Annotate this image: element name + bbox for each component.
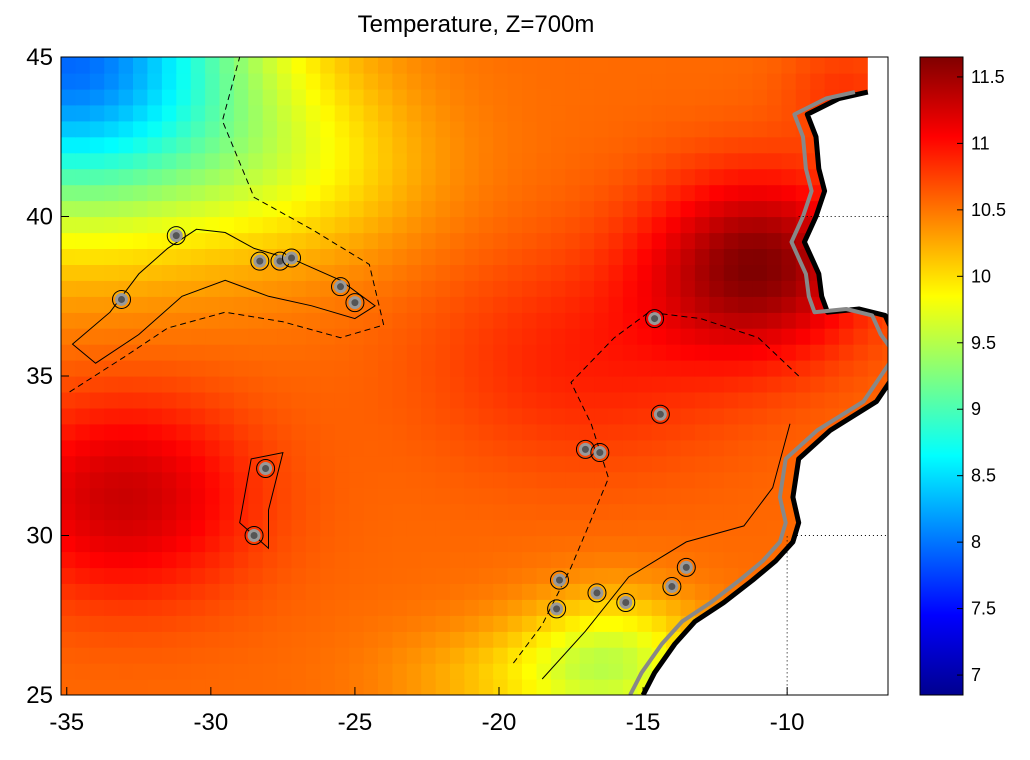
- colorbar-ticks: 7 7.5 8 8.5 9 9.5 10 10.5 11 11.5: [957, 67, 1006, 685]
- island-contour: [250, 251, 270, 271]
- island-contour: [331, 277, 351, 297]
- island-contour: [587, 583, 607, 603]
- island: [550, 602, 564, 616]
- y-tick-label: 25: [26, 682, 53, 709]
- island-contour: [676, 557, 696, 577]
- island: [348, 296, 362, 310]
- x-tick-label: -30: [193, 709, 228, 736]
- island-contour: [616, 592, 636, 612]
- y-tick-label: 35: [26, 363, 53, 390]
- colorbar-tick-label: 11.5: [971, 67, 1005, 87]
- x-tick-label: -10: [770, 709, 805, 736]
- colorbar-tick-label: 8: [971, 532, 981, 552]
- y-tick-label: 45: [26, 44, 53, 71]
- shelf-contour: [628, 90, 888, 695]
- plot-area: [61, 57, 888, 695]
- colorbar-tick-label: 10.5: [971, 200, 1006, 220]
- y-axis: 25 30 35 40 45: [26, 44, 69, 709]
- contour-line: [71, 228, 376, 364]
- contour-line: [239, 451, 284, 550]
- island: [285, 251, 299, 265]
- island: [619, 595, 633, 609]
- island: [648, 312, 662, 326]
- bathymetry-contours: [69, 57, 800, 680]
- island: [679, 560, 693, 574]
- y-tick-label: 30: [26, 523, 53, 550]
- contour-line: [541, 423, 791, 680]
- island: [553, 573, 567, 587]
- island: [653, 407, 667, 421]
- islands: [112, 226, 696, 619]
- island-contour: [650, 404, 670, 424]
- island-contour: [112, 289, 132, 309]
- x-tick-label: -25: [338, 709, 373, 736]
- x-axis: -35 -30 -25 -20 -15 -10: [49, 687, 804, 736]
- colorbar-tick-label: 9: [971, 399, 981, 419]
- island-contour: [590, 443, 610, 463]
- colorbar-tick-label: 7: [971, 665, 981, 685]
- colorbar-tick-label: 7.5: [971, 599, 996, 619]
- x-tick-label: -35: [49, 709, 84, 736]
- colorbar: 7 7.5 8 8.5 9 9.5 10 10.5 11 11.5: [919, 56, 1006, 696]
- coastline: [640, 89, 888, 695]
- island: [593, 446, 607, 460]
- island-contour: [345, 293, 365, 313]
- land-mask: [628, 57, 888, 695]
- colorbar-tick-label: 8.5: [971, 466, 996, 486]
- island-contour: [282, 248, 302, 268]
- island: [665, 580, 679, 594]
- island-contour: [547, 599, 567, 619]
- contour-line: [513, 311, 800, 664]
- island: [334, 280, 348, 294]
- x-tick-label: -15: [626, 709, 661, 736]
- island-contour: [166, 226, 186, 246]
- island-contour: [256, 459, 276, 479]
- island: [578, 442, 592, 456]
- colorbar-tick-label: 11: [971, 133, 990, 153]
- x-tick-label: -20: [482, 709, 517, 736]
- colorbar-tick-label: 9.5: [971, 333, 996, 353]
- colorbar-tick-label: 10: [971, 266, 991, 286]
- colorbar-gradient: [919, 56, 964, 696]
- island-contour: [645, 309, 665, 329]
- island: [247, 529, 261, 542]
- y-tick-label: 40: [26, 204, 53, 231]
- island: [259, 462, 273, 476]
- island-contour: [550, 570, 570, 590]
- chart-title: Temperature, Z=700m: [358, 11, 595, 38]
- island: [115, 292, 129, 306]
- island-contour: [244, 526, 264, 545]
- island: [169, 229, 183, 243]
- island: [590, 586, 604, 600]
- island: [253, 254, 267, 268]
- island-contour: [662, 577, 682, 597]
